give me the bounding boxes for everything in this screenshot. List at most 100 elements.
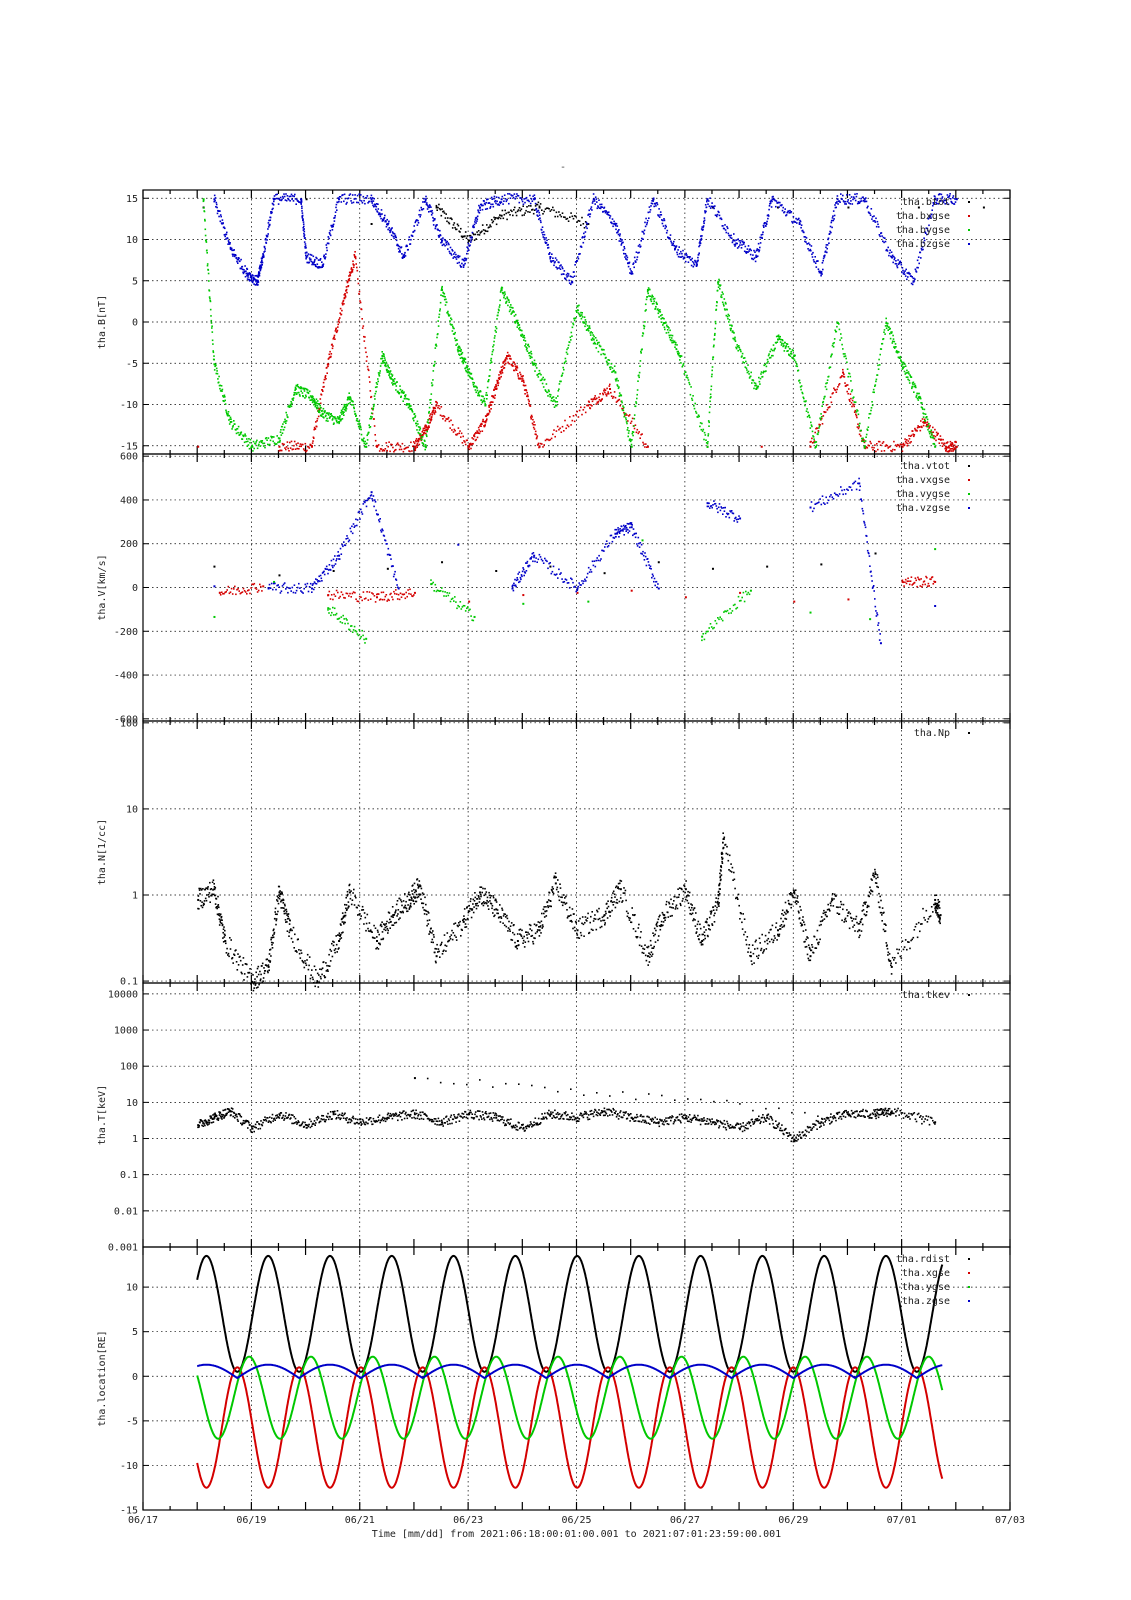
data-point: [338, 198, 341, 201]
data-point: [318, 411, 321, 414]
data-point: [559, 265, 561, 267]
data-point: [883, 331, 885, 333]
data-point: [464, 441, 466, 443]
data-point: [348, 392, 350, 394]
data-point: [934, 580, 937, 583]
data-point: [459, 601, 462, 603]
data-point: [934, 428, 936, 431]
data-point: [443, 212, 446, 214]
data-point: [953, 448, 955, 451]
data-point: [642, 332, 645, 335]
data-point: [871, 216, 874, 218]
data-point: [593, 200, 596, 202]
data-point: [736, 247, 739, 249]
data-point: [889, 249, 891, 252]
data-point: [718, 284, 721, 286]
data-point: [707, 434, 709, 437]
data-point: [674, 247, 677, 250]
data-point: [390, 378, 393, 380]
data-point: [728, 612, 730, 615]
data-point: [298, 448, 300, 450]
data-point: [644, 303, 647, 306]
data-point: [789, 348, 791, 350]
data-point: [277, 441, 279, 444]
data-point: [948, 196, 950, 198]
data-point: [359, 300, 361, 302]
data-point: [425, 432, 427, 435]
data-point: [821, 405, 823, 407]
data-point: [431, 416, 433, 418]
data-point: [223, 394, 226, 397]
data-point: [842, 368, 844, 371]
data-point: [730, 612, 732, 614]
data-point: [637, 252, 639, 254]
data-point: [422, 434, 424, 436]
data-point: [213, 355, 215, 357]
data-point: [725, 231, 728, 234]
data-point: [673, 244, 676, 247]
data-point: [477, 209, 479, 211]
data-point: [777, 334, 780, 337]
data-point: [433, 590, 435, 592]
data-point: [630, 420, 633, 423]
data-point: [544, 378, 546, 381]
data-point: [296, 447, 298, 450]
data-point: [882, 236, 885, 239]
data-point: [588, 326, 590, 329]
data-point: [488, 226, 490, 228]
data-point: [801, 229, 804, 232]
data-point: [422, 208, 425, 210]
data-point: [541, 226, 544, 228]
data-point: [661, 314, 663, 316]
data-point: [920, 578, 922, 580]
data-point: [329, 415, 332, 418]
data-point: [543, 233, 546, 236]
data-point: [293, 584, 296, 586]
data-point: [219, 220, 222, 223]
y-tick-label: 10: [126, 235, 138, 246]
data-point: [816, 444, 818, 447]
data-point: [904, 275, 907, 277]
data-point: [586, 227, 588, 230]
data-point: [815, 266, 818, 268]
data-point: [589, 327, 591, 330]
data-point: [379, 215, 382, 218]
data-point: [549, 395, 551, 398]
data-point: [490, 408, 492, 410]
data-point: [726, 225, 728, 228]
data-point: [645, 217, 647, 220]
data-point: [397, 444, 400, 446]
data-point: [218, 375, 220, 378]
data-point: [892, 261, 894, 264]
data-point: [330, 614, 332, 617]
data-point: [291, 398, 294, 400]
data-point: [868, 444, 870, 447]
data-point: [215, 203, 218, 206]
data-point: [800, 226, 802, 229]
data-point: [271, 436, 273, 439]
data-point: [917, 392, 919, 395]
data-point: [303, 587, 305, 590]
data-point: [360, 433, 363, 436]
data-point: [725, 303, 727, 305]
data-point: [389, 450, 391, 453]
data-point: [797, 369, 800, 372]
data-point: [833, 342, 835, 344]
data-point: [740, 599, 742, 602]
data-point: [670, 337, 673, 339]
data-point: [688, 381, 690, 384]
data-point: [500, 198, 503, 201]
data-point: [703, 220, 705, 223]
data-point: [223, 234, 226, 236]
data-point: [778, 336, 780, 338]
data-point: [445, 213, 447, 215]
data-point: [743, 600, 746, 603]
data-point: [710, 205, 713, 208]
data-point: [496, 318, 498, 320]
data-point: [363, 199, 365, 202]
data-point: [357, 282, 360, 285]
data-point: [257, 279, 259, 282]
data-point: [913, 391, 915, 393]
data-point: [224, 396, 226, 398]
data-point: [904, 365, 907, 367]
